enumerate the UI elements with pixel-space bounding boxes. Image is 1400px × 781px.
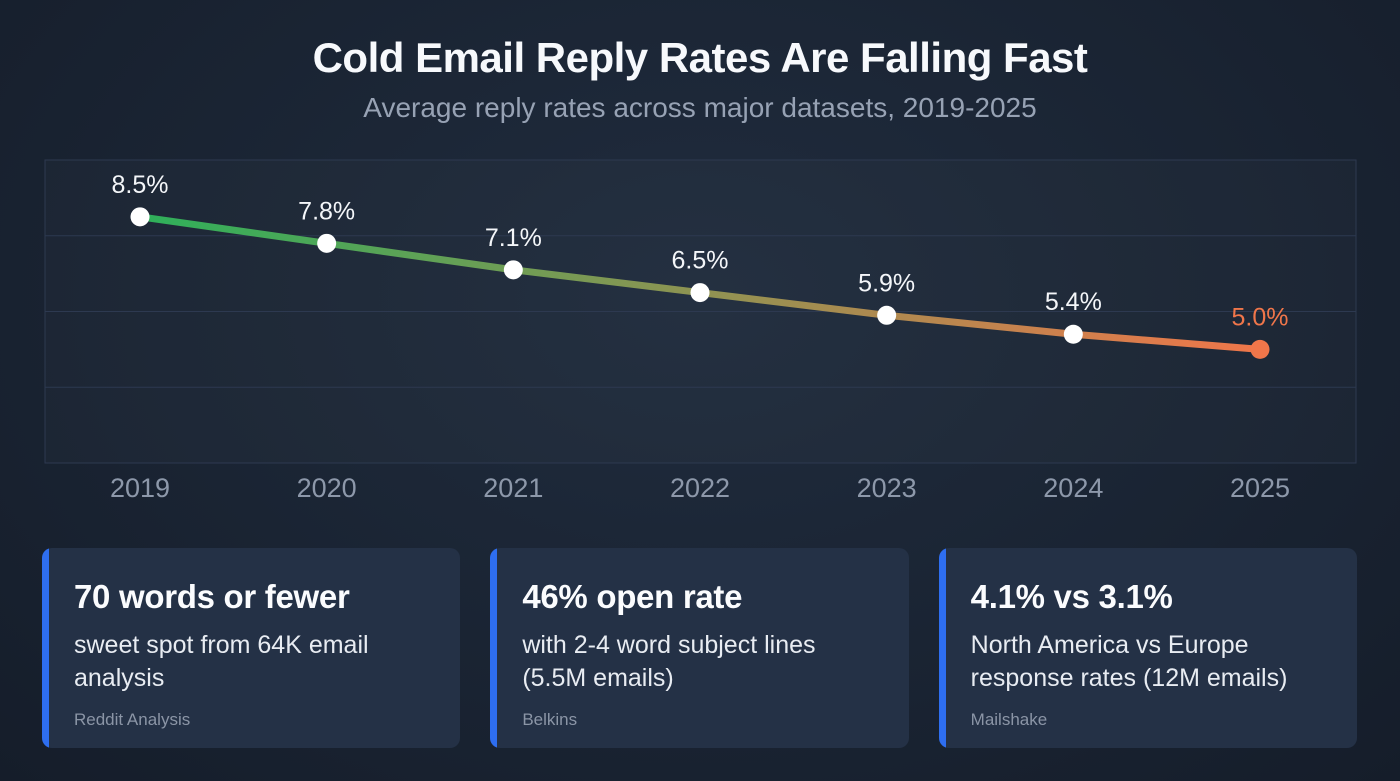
stat-card-word-count: 70 words or fewer sweet spot from 64K em… xyxy=(42,548,461,748)
point-label: 5.9% xyxy=(858,269,915,297)
x-axis-label: 2022 xyxy=(670,473,730,503)
reply-rate-line-chart: 8.5% 2019 7.8% 2020 7.1% 2021 6.5% 2022 5.9% 2023… xyxy=(0,155,1400,515)
x-axis-label: 2025 xyxy=(1230,473,1290,503)
point-label: 7.1% xyxy=(485,224,542,252)
stat-card-region-comparison: 4.1% vs 3.1% North America vs Europe res… xyxy=(938,548,1357,748)
data-point xyxy=(503,260,523,280)
page-title: Cold Email Reply Rates Are Falling Fast xyxy=(312,34,1088,81)
data-point xyxy=(690,283,710,303)
stat-card-title: 46% open rate xyxy=(522,578,743,615)
point-label: 7.8% xyxy=(298,197,355,225)
x-axis-label: 2023 xyxy=(857,473,917,503)
card-accent-bar xyxy=(938,548,946,748)
stat-card-body: with 2-4 word subject lines (5.5M emails… xyxy=(522,631,816,692)
x-axis-label: 2021 xyxy=(483,473,543,503)
page-subtitle: Average reply rates across major dataset… xyxy=(363,92,1037,123)
chart-svg: 8.5% 2019 7.8% 2020 7.1% 2021 6.5% 2022 5.9% 2023… xyxy=(44,159,1357,503)
point-label: 6.5% xyxy=(672,247,729,275)
data-point xyxy=(130,207,150,227)
stat-card-title: 70 words or fewer xyxy=(74,578,350,615)
stat-card-body: North America vs Europe response rates (… xyxy=(970,631,1288,692)
data-point xyxy=(877,305,897,325)
stat-card-open-rate: 46% open rate with 2-4 word subject line… xyxy=(490,548,909,748)
card-accent-bar xyxy=(42,548,49,748)
point-label: 5.0% xyxy=(1232,303,1289,331)
point-label: 5.4% xyxy=(1045,288,1102,316)
x-axis-label: 2019 xyxy=(110,473,170,503)
data-point xyxy=(1250,339,1270,359)
point-label: 8.5% xyxy=(112,171,169,199)
data-point xyxy=(1063,324,1083,344)
data-point xyxy=(317,233,337,253)
stat-card-source: Reddit Analysis xyxy=(74,710,191,729)
x-axis-label: 2020 xyxy=(297,473,357,503)
stat-card-title: 4.1% vs 3.1% xyxy=(970,578,1173,615)
stat-card-source: Mailshake xyxy=(970,710,1048,729)
stat-card-source: Belkins xyxy=(522,710,578,729)
x-axis-label: 2024 xyxy=(1043,473,1103,503)
stat-cards-row: 70 words or fewer sweet spot from 64K em… xyxy=(42,548,1357,748)
stat-card-body: sweet spot from 64K email analysis xyxy=(74,631,369,692)
card-accent-bar xyxy=(490,548,498,748)
